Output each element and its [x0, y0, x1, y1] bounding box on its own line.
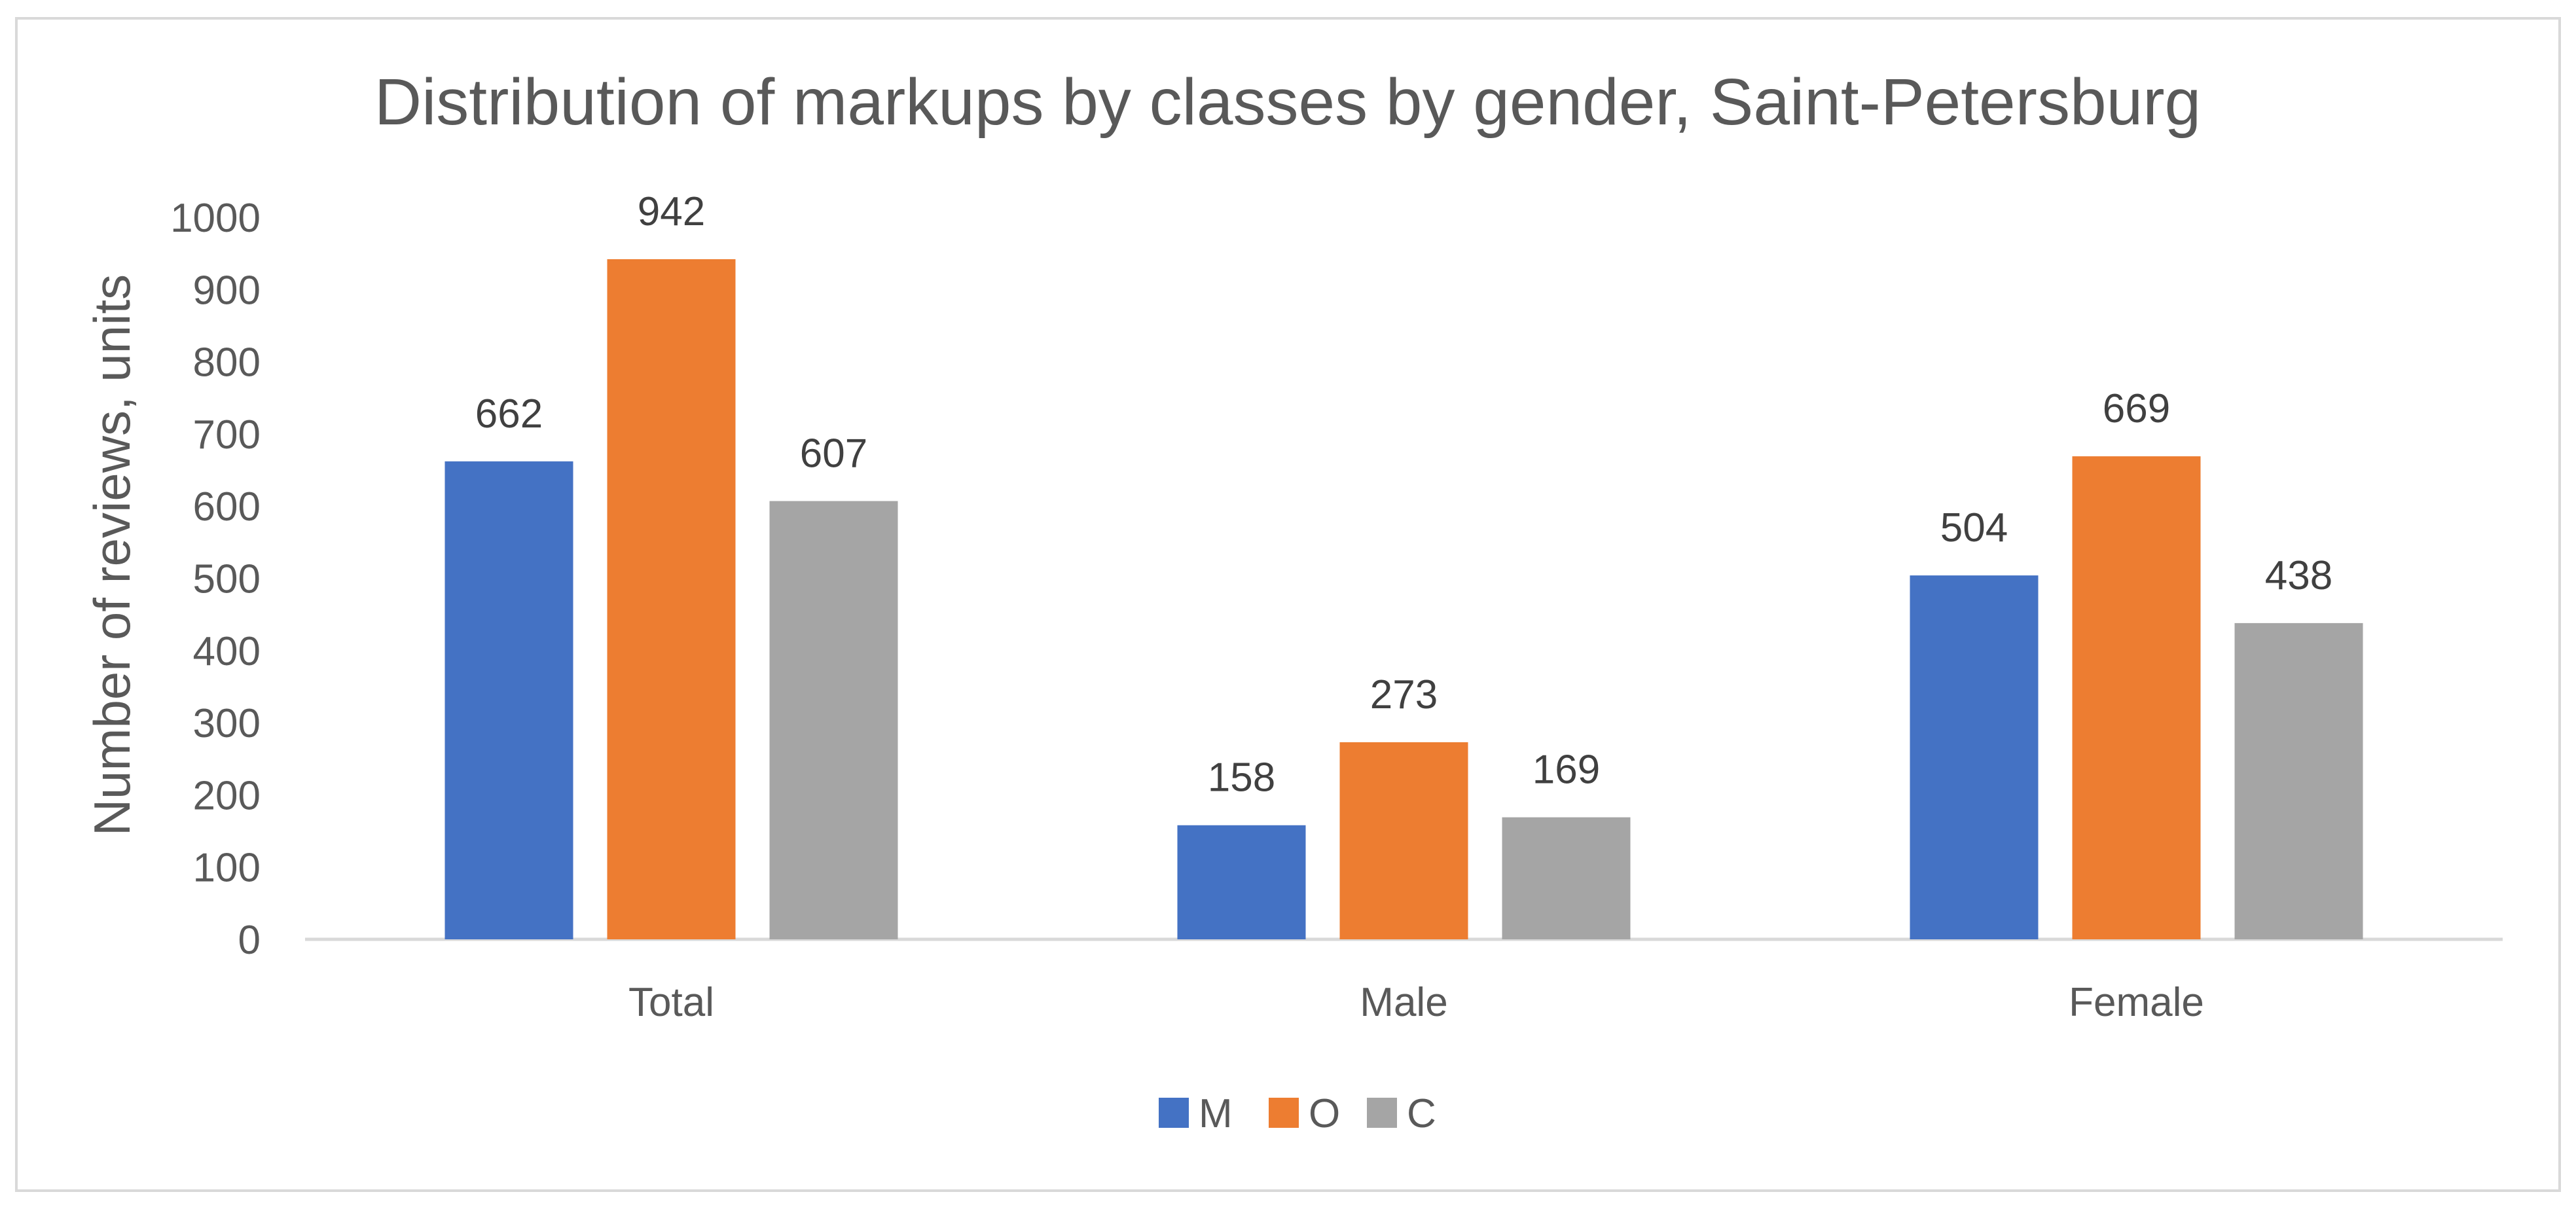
chart-title: Distribution of markups by classes by ge…: [374, 65, 2201, 139]
data-label: 662: [475, 391, 543, 437]
y-tick-label: 100: [193, 846, 261, 891]
y-tick-label: 900: [193, 268, 261, 313]
legend-swatch-o: [1269, 1098, 1299, 1128]
legend-label-o: O: [1309, 1091, 1340, 1136]
data-label: 942: [638, 189, 705, 234]
bar-c-total: [769, 501, 898, 939]
x-tick-label: Male: [1360, 980, 1447, 1025]
legend-label-c: C: [1407, 1091, 1436, 1136]
bar-m-male: [1177, 825, 1306, 939]
bars: [444, 259, 2363, 939]
bar-o-female: [2072, 456, 2201, 939]
data-label: 504: [1940, 505, 2008, 550]
bar-m-total: [444, 461, 573, 939]
category-labels: Total Male Female: [628, 980, 2204, 1025]
y-tick-label: 0: [238, 918, 261, 963]
y-tick-label: 500: [193, 557, 261, 602]
y-tick-label: 700: [193, 412, 261, 458]
y-tick-label: 1000: [170, 196, 261, 241]
bar-o-male: [1339, 742, 1468, 939]
bar-c-male: [1502, 817, 1631, 939]
legend-swatch-c: [1367, 1098, 1397, 1128]
y-tick-label: 600: [193, 484, 261, 530]
y-axis-label: Number of reviews, units: [83, 274, 141, 836]
x-tick-label: Female: [2069, 980, 2204, 1025]
x-tick-label: Total: [628, 980, 714, 1025]
y-tick-label: 800: [193, 340, 261, 386]
legend-label-m: M: [1199, 1091, 1233, 1136]
bar-m-female: [1910, 575, 2039, 939]
bar-c-female: [2234, 623, 2363, 939]
data-label: 438: [2265, 553, 2332, 598]
data-label: 669: [2103, 386, 2170, 431]
y-tick-label: 300: [193, 701, 261, 746]
data-label: 273: [1370, 672, 1438, 717]
y-tick-label: 200: [193, 773, 261, 818]
data-label: 169: [1533, 748, 1600, 793]
y-tick-label: 400: [193, 629, 261, 674]
legend-swatch-m: [1159, 1098, 1189, 1128]
y-tick-labels: 0 100 200 300 400 500 600 700 800 900 1000: [170, 196, 261, 963]
data-label: 607: [800, 431, 867, 476]
data-labels: 662 942 607 158 273 169 504 669 438: [475, 189, 2332, 801]
bar-o-total: [607, 259, 736, 939]
data-label: 158: [1208, 755, 1275, 801]
